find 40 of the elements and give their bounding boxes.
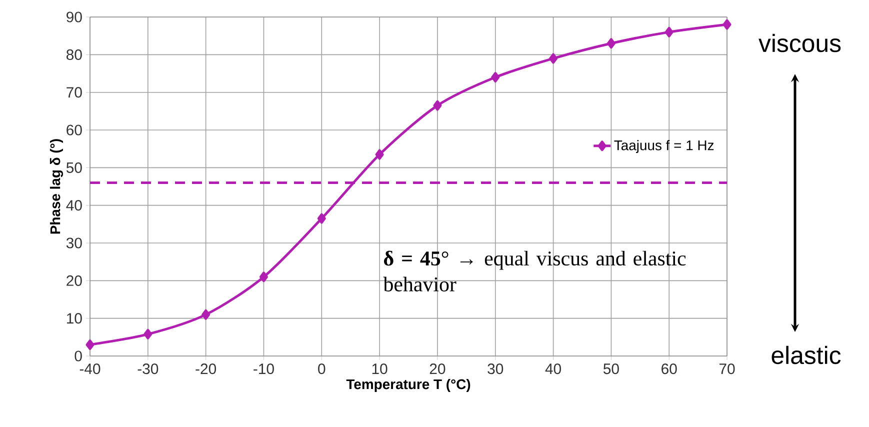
y-axis-title: Phase lag δ (°): [50, 139, 64, 234]
point: [433, 100, 442, 111]
x-tick-label: -10: [254, 364, 274, 374]
point: [549, 53, 558, 64]
x-tick-label: 30: [488, 364, 504, 374]
y-tick-label: 20: [66, 275, 82, 286]
y-tick-label: 80: [66, 49, 82, 60]
x-tick-label: 50: [603, 364, 619, 374]
y-tick-label: 30: [66, 238, 82, 248]
x-tick-label: -40: [80, 364, 100, 374]
text: viscous: [758, 34, 841, 52]
y-tick-label: 90: [66, 12, 82, 22]
annotation: δ = 45° → equal viscus and elastic behavior: [383, 250, 686, 292]
y-tick-label: 60: [66, 124, 82, 136]
y-tick-label: 40: [66, 200, 82, 211]
y-tick-label: 10: [67, 313, 82, 324]
x-tick-label: 10: [372, 364, 388, 374]
text: elastic: [772, 346, 841, 364]
point: [606, 38, 616, 49]
x-tick-label: 20: [430, 364, 446, 374]
point: [491, 72, 500, 83]
x-tick-label: 0: [318, 364, 326, 374]
x-axis-title: Temperature T (°C): [346, 378, 470, 392]
x-tick-label: 60: [662, 364, 677, 374]
point: [722, 19, 732, 30]
x-tick-label: -20: [196, 364, 216, 374]
y-tick-label: 0: [74, 350, 82, 362]
x-tick-label: -30: [138, 364, 158, 374]
legend-label: Taajuus f = 1 Hz: [614, 140, 714, 154]
point: [144, 328, 152, 340]
point: [664, 26, 674, 38]
y-tick-label: 50: [66, 162, 82, 173]
y-tick-label: 70: [66, 87, 82, 98]
point: [202, 309, 210, 320]
point: [317, 213, 326, 224]
point: [259, 272, 268, 282]
x-tick-label: 70: [719, 364, 735, 374]
point: [86, 339, 94, 350]
x-tick-label: 40: [545, 364, 562, 374]
point: [375, 149, 384, 160]
